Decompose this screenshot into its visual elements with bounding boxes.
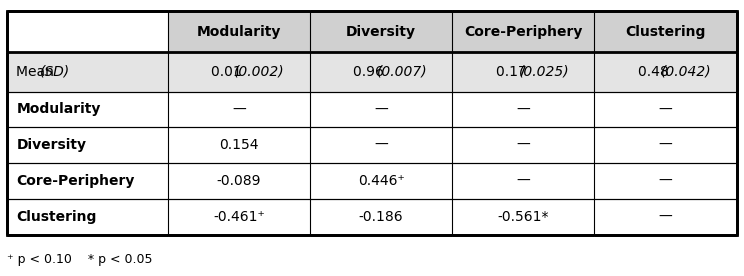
Text: —: —: [374, 102, 388, 116]
Bar: [168, 199, 310, 235]
Text: —: —: [516, 102, 530, 116]
Text: -0.089: -0.089: [217, 174, 261, 188]
Bar: [452, 199, 594, 235]
Text: Clustering: Clustering: [625, 25, 705, 39]
Text: Core-Periphery: Core-Periphery: [464, 25, 583, 39]
Bar: [7, 199, 168, 235]
Text: (0.002): (0.002): [234, 65, 285, 79]
Text: ⁺ p < 0.10    * p < 0.05: ⁺ p < 0.10 * p < 0.05: [7, 253, 153, 266]
Bar: [7, 11, 168, 52]
Bar: [7, 92, 168, 127]
Bar: [168, 52, 310, 92]
Bar: [168, 92, 310, 127]
Bar: [310, 52, 452, 92]
Bar: [452, 127, 594, 163]
Text: —: —: [658, 102, 673, 116]
Text: —: —: [374, 138, 388, 152]
Text: 0.48: 0.48: [638, 65, 673, 79]
Text: Mean: Mean: [16, 65, 59, 79]
Text: 0.154: 0.154: [219, 138, 259, 152]
Bar: [452, 11, 594, 52]
Bar: [594, 127, 737, 163]
Text: 0.01: 0.01: [211, 65, 246, 79]
Bar: [452, 163, 594, 199]
Text: -0.461⁺: -0.461⁺: [213, 210, 265, 224]
Bar: [310, 163, 452, 199]
Bar: [7, 11, 737, 235]
Bar: [594, 163, 737, 199]
Bar: [310, 92, 452, 127]
Text: -0.186: -0.186: [359, 210, 403, 224]
Text: —: —: [516, 138, 530, 152]
Bar: [7, 127, 168, 163]
Bar: [452, 92, 594, 127]
Text: Clustering: Clustering: [16, 210, 97, 224]
Text: (SD): (SD): [39, 65, 69, 79]
Bar: [310, 11, 452, 52]
Text: (0.025): (0.025): [519, 65, 569, 79]
Bar: [168, 11, 310, 52]
Bar: [7, 52, 168, 92]
Text: —: —: [658, 174, 673, 188]
Text: (0.042): (0.042): [661, 65, 711, 79]
Text: —: —: [658, 210, 673, 224]
Bar: [310, 127, 452, 163]
Text: —: —: [658, 138, 673, 152]
Bar: [594, 11, 737, 52]
Text: 0.96: 0.96: [353, 65, 388, 79]
Text: Diversity: Diversity: [16, 138, 86, 152]
Text: Diversity: Diversity: [346, 25, 416, 39]
Text: Modularity: Modularity: [16, 102, 100, 116]
Text: Modularity: Modularity: [196, 25, 281, 39]
Bar: [594, 52, 737, 92]
Text: —: —: [516, 174, 530, 188]
Bar: [452, 52, 594, 92]
Text: (0.007): (0.007): [376, 65, 427, 79]
Bar: [594, 199, 737, 235]
Text: Core-Periphery: Core-Periphery: [16, 174, 135, 188]
Bar: [7, 163, 168, 199]
Bar: [168, 163, 310, 199]
Bar: [310, 199, 452, 235]
Text: 0.17: 0.17: [496, 65, 530, 79]
Bar: [168, 127, 310, 163]
Bar: [594, 92, 737, 127]
Text: —: —: [232, 102, 246, 116]
Text: -0.561*: -0.561*: [498, 210, 549, 224]
Text: 0.446⁺: 0.446⁺: [358, 174, 405, 188]
